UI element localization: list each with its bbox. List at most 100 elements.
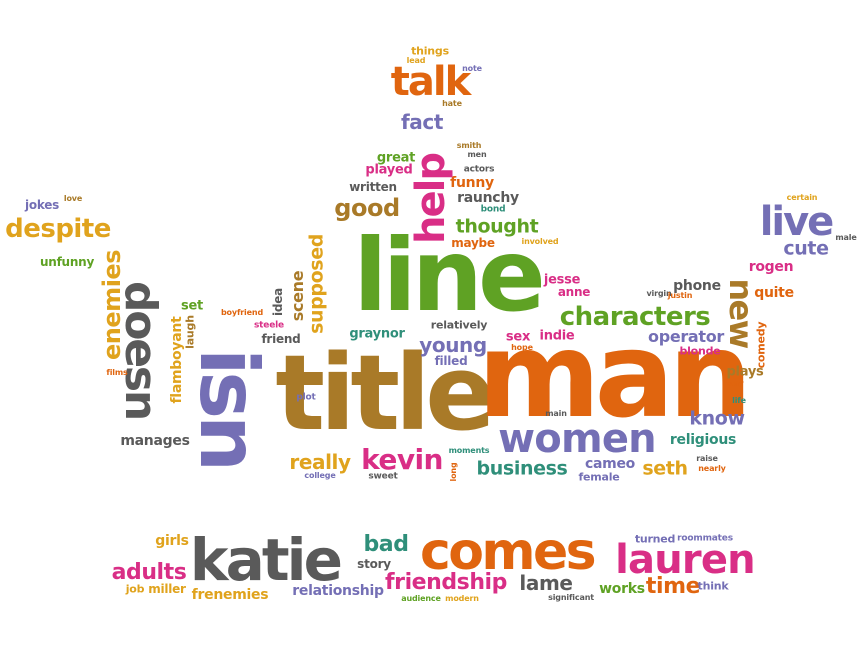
word-things: things — [411, 44, 449, 58]
word-films: films — [106, 368, 128, 377]
word-know: know — [689, 407, 745, 430]
word-live: live — [759, 199, 835, 245]
word-blonde: blonde — [679, 344, 721, 358]
word-scene: scene — [288, 270, 307, 322]
word-main: main — [545, 409, 567, 418]
word-young: young — [419, 333, 487, 357]
word-line: line — [353, 217, 546, 334]
word-works: works — [599, 581, 645, 597]
word-flamboyant: flamboyant — [169, 316, 185, 404]
word-friendship: friendship — [385, 570, 507, 595]
word-justin: justin — [667, 291, 693, 300]
word-new: new — [722, 278, 760, 348]
word-time: time — [645, 574, 701, 599]
word-great: great — [376, 150, 416, 166]
word-sex: sex — [505, 329, 531, 345]
word-frenemies: frenemies — [191, 587, 269, 603]
word-bond: bond — [480, 204, 506, 215]
word-plays: plays — [726, 364, 764, 380]
word-rogen: rogen — [748, 259, 794, 275]
word-laugh: laugh — [183, 315, 197, 349]
word-story: story — [357, 557, 391, 571]
word-bad: bad — [363, 532, 409, 557]
word-characters: characters — [559, 302, 711, 332]
word-katie: katie — [189, 526, 343, 594]
word-sweet: sweet — [368, 471, 398, 482]
word-think: think — [697, 579, 729, 593]
word-despite: despite — [5, 214, 111, 244]
word-thought: thought — [455, 215, 539, 238]
word-phone: phone — [673, 278, 721, 294]
word-relationship: relationship — [292, 583, 384, 599]
word-actors: actors — [463, 164, 495, 175]
word-played: played — [365, 162, 413, 178]
word-involved: involved — [521, 237, 559, 246]
word-comes: comes — [420, 522, 597, 582]
word-religious: religious — [669, 432, 737, 448]
word-turned: turned — [634, 532, 676, 546]
word-cute: cute — [783, 237, 829, 260]
word-love: love — [63, 194, 83, 203]
word-anne: anne — [557, 285, 591, 299]
word-comedy: comedy — [754, 321, 768, 369]
word-life: life — [732, 396, 746, 405]
word-indie: indie — [539, 328, 575, 344]
word-title: title — [275, 332, 495, 454]
word-note: note — [462, 64, 482, 73]
word-jesse: jesse — [543, 272, 581, 288]
word-long: long — [449, 462, 458, 482]
word-certain: certain — [786, 193, 818, 202]
word-unfunny: unfunny — [39, 255, 95, 269]
word-lead: lead — [406, 56, 426, 65]
word-roommates: roommates — [677, 533, 733, 544]
word-lauren: lauren — [615, 537, 756, 583]
word-good: good — [334, 194, 400, 222]
word-filled: filled — [434, 354, 468, 368]
word-raunchy: raunchy — [457, 190, 519, 206]
word-jokes: jokes — [24, 198, 60, 212]
word-relatively: relatively — [430, 318, 488, 332]
word-nearly: nearly — [698, 464, 726, 473]
word-maybe: maybe — [451, 236, 495, 250]
word-graynor: graynor — [349, 326, 405, 342]
word-smith: smith — [456, 141, 482, 150]
word-miller: miller — [148, 582, 186, 596]
word-hate: hate — [442, 99, 462, 108]
word-set: set — [181, 298, 203, 314]
word-isn: isn — [182, 348, 275, 468]
word-raise: raise — [696, 454, 718, 463]
word-seth: seth — [642, 457, 688, 480]
word-adults: adults — [111, 560, 187, 585]
word-operator: operator — [648, 327, 724, 346]
word-written: written — [349, 180, 397, 194]
word-kevin: kevin — [361, 443, 443, 476]
word-supposed: supposed — [305, 234, 328, 334]
word-hope: hope — [511, 343, 533, 352]
word-funny: funny — [450, 175, 494, 191]
word-talk: talk — [390, 59, 471, 105]
word-women: women — [498, 416, 657, 462]
word-male: male — [835, 233, 857, 242]
word-female: female — [578, 470, 620, 484]
word-college: college — [304, 471, 336, 480]
word-significant: significant — [548, 593, 594, 602]
word-audience: audience — [401, 594, 441, 603]
word-manages: manages — [120, 433, 190, 449]
word-man: man — [477, 306, 753, 444]
word-doesn: doesn — [115, 280, 166, 420]
word-lame: lame — [519, 571, 573, 595]
word-moments: moments — [448, 446, 490, 455]
word-idea: idea — [271, 288, 285, 316]
word-really: really — [289, 450, 351, 474]
word-plot: plot — [296, 392, 316, 403]
word-friend: friend — [261, 332, 301, 346]
word-virgin: virgin — [646, 289, 672, 298]
word-cameo: cameo — [584, 456, 636, 472]
word-business: business — [476, 457, 568, 480]
word-girls: girls — [155, 533, 189, 549]
word-modern: modern — [445, 594, 479, 603]
word-job: job — [125, 582, 145, 596]
word-boyfriend: boyfriend — [220, 308, 264, 317]
word-steele: steele — [254, 320, 284, 331]
